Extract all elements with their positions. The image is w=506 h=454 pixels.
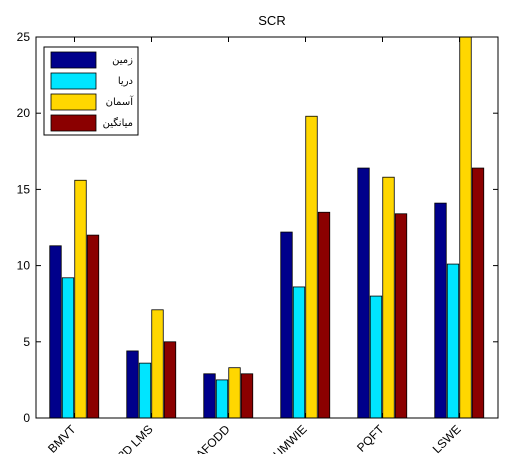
bar-pqft-series-3 bbox=[382, 176, 395, 419]
bar-umwie-series-3 bbox=[305, 115, 318, 419]
bar-umwie-series-1 bbox=[280, 231, 293, 419]
legend-label: زمین bbox=[112, 55, 133, 66]
x-tick-label: AFODD bbox=[193, 422, 233, 454]
bar-afodd-series-3 bbox=[228, 367, 241, 419]
bar-bmvt-series-3 bbox=[74, 179, 87, 419]
y-tick-label: 10 bbox=[17, 259, 31, 273]
x-tick-label: BMVT bbox=[45, 422, 79, 454]
legend-swatch bbox=[50, 114, 97, 132]
bar-bmvt-series-2 bbox=[61, 277, 75, 419]
x-tick-label: PQFT bbox=[354, 422, 387, 454]
y-tick-label: 15 bbox=[17, 182, 31, 196]
bar-lswe-series-4 bbox=[471, 167, 485, 419]
x-tick-label: LSWE bbox=[430, 422, 464, 454]
bar-lswe-series-1 bbox=[434, 202, 447, 419]
bar-pqft-series-2 bbox=[369, 295, 383, 419]
bar-pqft-series-1 bbox=[357, 167, 370, 419]
bar-bmvt-series-1 bbox=[49, 245, 62, 419]
y-tick-label: 5 bbox=[23, 335, 30, 349]
bar-umwie-series-4 bbox=[317, 211, 331, 419]
y-axis: 0 5 10 15 20 25 bbox=[17, 30, 498, 425]
bar-afodd-series-1 bbox=[203, 373, 216, 419]
y-tick-label: 20 bbox=[17, 106, 31, 120]
legend-swatch bbox=[50, 93, 97, 111]
legend-swatch bbox=[50, 72, 97, 90]
bar-afodd-series-2 bbox=[215, 379, 229, 419]
chart-title: SCR bbox=[258, 13, 285, 28]
legend: زمین دریا آسمان میانگین bbox=[43, 46, 139, 136]
bar-afodd-series-4 bbox=[240, 373, 254, 419]
legend-label: دریا bbox=[118, 76, 133, 87]
legend-label: آسمان bbox=[106, 95, 135, 108]
legend-label: میانگین bbox=[103, 117, 133, 129]
bar-pqft-series-4 bbox=[394, 213, 408, 419]
plot-frame bbox=[35, 36, 499, 419]
bar-2d-lms-series-3 bbox=[151, 309, 164, 419]
bar-bmvt-series-4 bbox=[86, 234, 100, 419]
bar-lswe-series-3 bbox=[459, 36, 472, 419]
bar-2d-lms-series-4 bbox=[163, 341, 177, 419]
x-tick-label: 2D LMS bbox=[115, 422, 156, 454]
legend-swatch bbox=[50, 51, 97, 69]
x-tick-label: UMWIE bbox=[270, 422, 309, 454]
bar-lswe-series-2 bbox=[446, 263, 460, 419]
y-tick-label: 25 bbox=[17, 30, 31, 44]
bar-umwie-series-2 bbox=[292, 286, 306, 419]
bar-2d-lms-series-1 bbox=[126, 350, 139, 419]
bars-layer bbox=[49, 36, 485, 419]
bar-2d-lms-series-2 bbox=[138, 362, 152, 419]
y-tick-label: 0 bbox=[23, 411, 30, 425]
